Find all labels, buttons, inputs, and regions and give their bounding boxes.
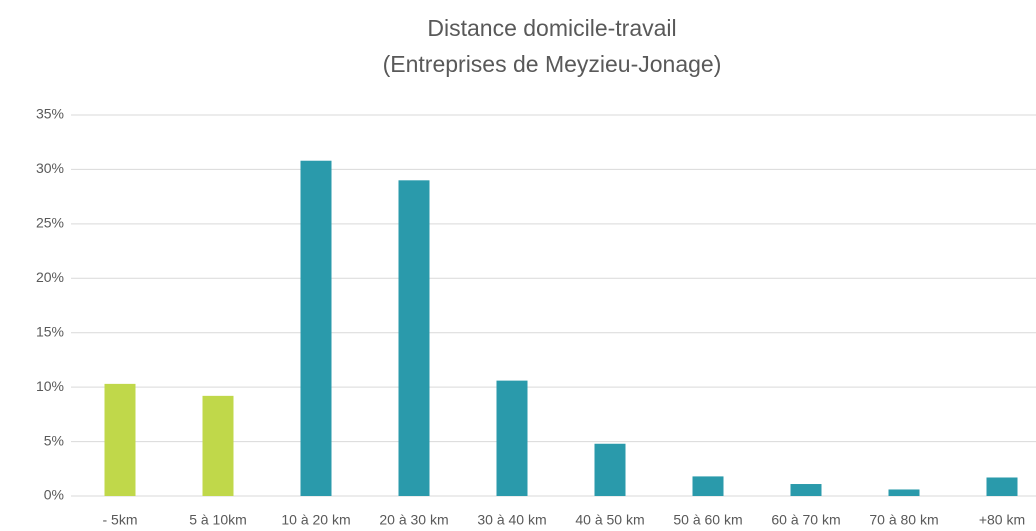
bar: [888, 489, 920, 496]
x-tick-label: 5 à 10km: [189, 512, 247, 528]
y-tick-label: 15%: [36, 323, 64, 339]
bar: [398, 180, 430, 497]
x-tick-label: 20 à 30 km: [379, 512, 448, 528]
chart-title: Distance domicile-travail: [427, 15, 676, 41]
bar: [594, 443, 626, 496]
bar: [692, 476, 724, 496]
y-tick-label: 25%: [36, 215, 64, 231]
x-tick-label: 50 à 60 km: [673, 512, 742, 528]
bar: [496, 380, 528, 496]
y-tick-label: 35%: [36, 106, 64, 122]
bar: [986, 477, 1018, 496]
x-tick-label: 10 à 20 km: [281, 512, 350, 528]
x-tick-label: 60 à 70 km: [771, 512, 840, 528]
x-tick-label: 30 à 40 km: [477, 512, 546, 528]
bar: [104, 383, 136, 496]
bar: [300, 160, 332, 496]
x-tick-label: 40 à 50 km: [575, 512, 644, 528]
y-tick-label: 20%: [36, 269, 64, 285]
chart-subtitle: (Entreprises de Meyzieu-Jonage): [383, 51, 722, 77]
bar: [790, 484, 822, 496]
x-tick-label: +80 km: [979, 512, 1025, 528]
y-tick-label: 30%: [36, 160, 64, 176]
y-tick-label: 5%: [44, 432, 64, 448]
y-tick-label: 0%: [44, 487, 64, 503]
bar: [202, 395, 234, 496]
y-tick-label: 10%: [36, 378, 64, 394]
x-tick-label: - 5km: [103, 512, 138, 528]
x-tick-label: 70 à 80 km: [869, 512, 938, 528]
